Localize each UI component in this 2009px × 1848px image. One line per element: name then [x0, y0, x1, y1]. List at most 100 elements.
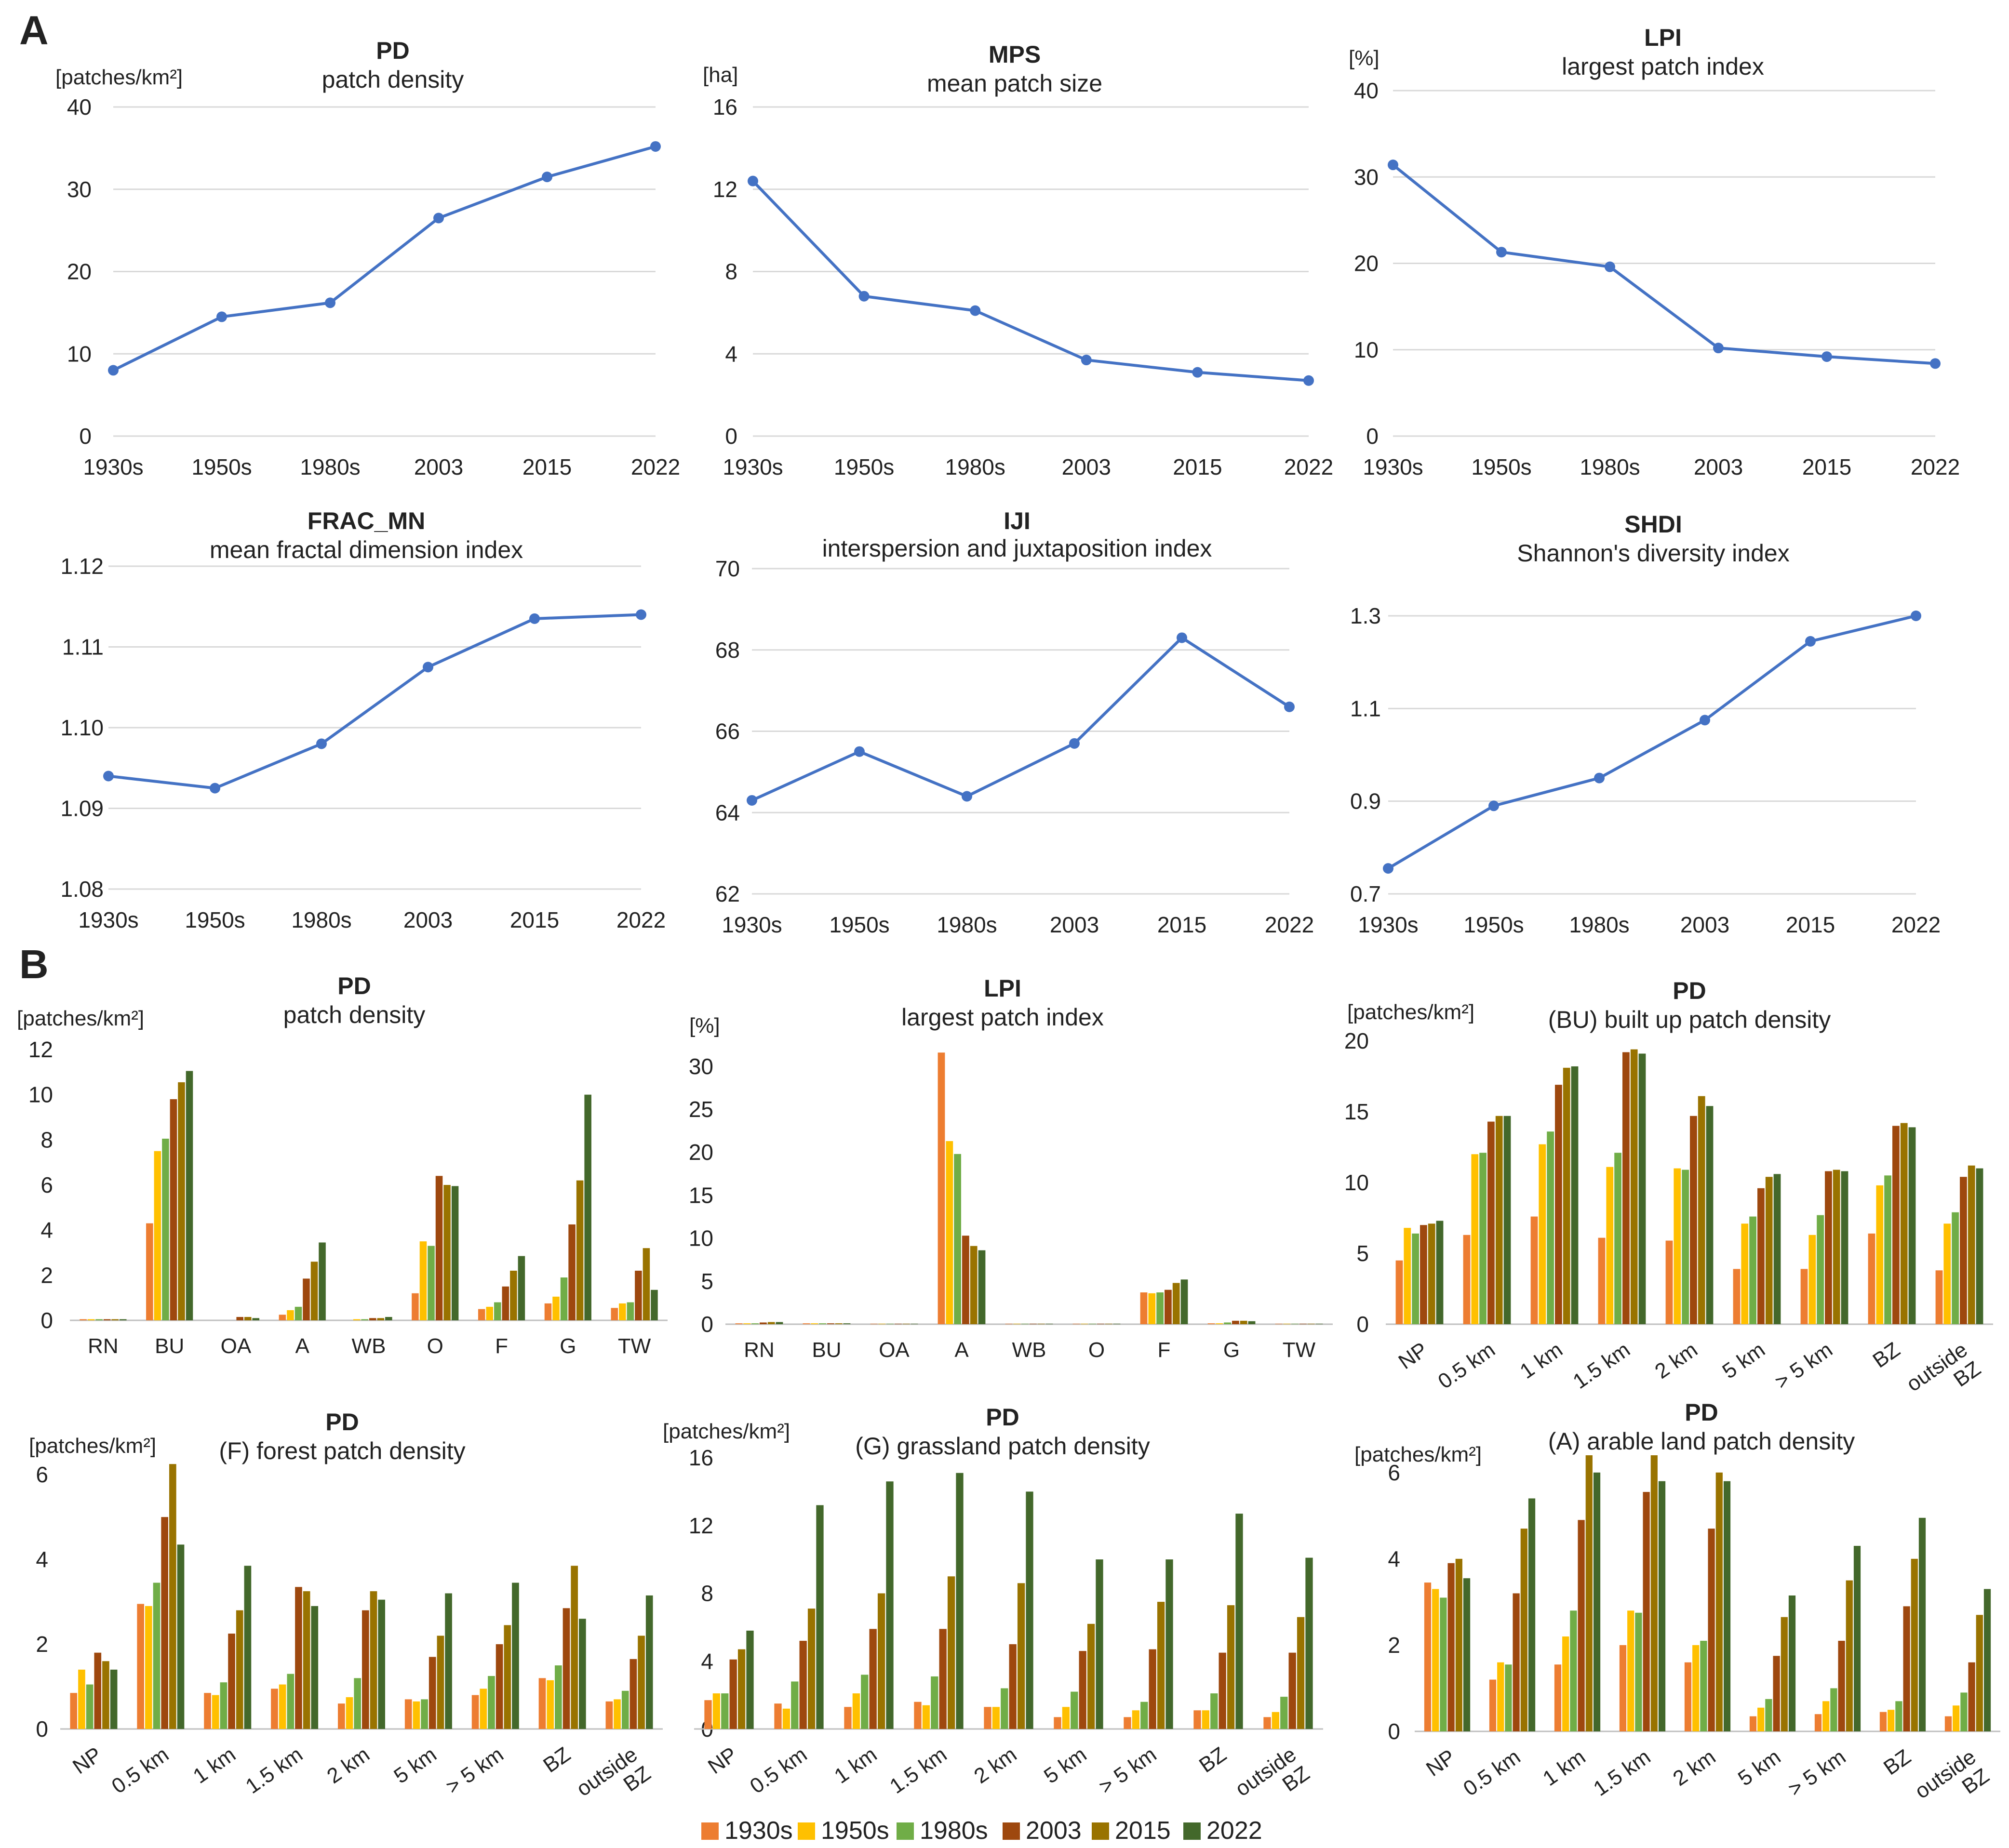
bar [1838, 1640, 1845, 1731]
bar [1227, 1605, 1235, 1729]
bar [279, 1684, 286, 1729]
x-tick-label: 1980s [300, 454, 360, 479]
bar [621, 1690, 629, 1729]
bar [1140, 1702, 1148, 1729]
bar [287, 1310, 294, 1320]
chart-title: PD [986, 1404, 1019, 1431]
bar [1976, 1615, 1983, 1731]
x-tick-label: 1930s [1363, 454, 1423, 479]
y-tick-label: 10 [28, 1082, 53, 1107]
section-label-b: B [19, 942, 49, 987]
x-category-label: G [1223, 1338, 1240, 1362]
x-tick-label: 2003 [1062, 454, 1111, 479]
bar [212, 1695, 219, 1729]
bar [1868, 1233, 1875, 1324]
bar [579, 1619, 586, 1729]
bar [1619, 1645, 1627, 1731]
chart-panel-8: PD(BU) built up patch density [patches/km… [1344, 977, 1993, 1396]
data-point [970, 305, 981, 316]
x-category-label: 1 km [1516, 1338, 1567, 1383]
legend-swatch [798, 1822, 815, 1840]
y-axis-unit-label: [%] [689, 1014, 720, 1037]
bar [1846, 1580, 1853, 1731]
x-category-label: BZ [1869, 1338, 1904, 1372]
bar [627, 1302, 634, 1320]
data-point [1177, 632, 1187, 643]
bar [1539, 1144, 1546, 1324]
x-category-label: O [1088, 1338, 1105, 1362]
bar [1272, 1712, 1280, 1729]
bar [803, 1323, 810, 1324]
bar [1908, 1127, 1916, 1324]
chart-subtitle: (G) grassland patch density [855, 1433, 1150, 1460]
bar [1757, 1707, 1765, 1731]
chart-title: LPI [984, 975, 1021, 1002]
x-category-label: > 5 km [1770, 1338, 1836, 1394]
chart-title: IJI [1004, 507, 1031, 534]
bar [1593, 1472, 1601, 1731]
x-category-label: G [560, 1334, 576, 1358]
bar [1463, 1235, 1471, 1324]
y-tick-label: 20 [689, 1140, 713, 1165]
x-tick-label: 2022 [1284, 454, 1333, 479]
bar [1841, 1171, 1848, 1324]
y-tick-label: 1.08 [60, 877, 104, 902]
data-point [1805, 636, 1816, 647]
data-point [854, 746, 865, 757]
bar [244, 1316, 252, 1320]
y-tick-label: 10 [689, 1226, 713, 1251]
bar [1853, 1546, 1861, 1731]
bar [80, 1319, 87, 1320]
bar [1733, 1269, 1741, 1324]
bar [1578, 1520, 1585, 1731]
x-tick-label: 2003 [414, 454, 463, 479]
bar [1723, 1481, 1731, 1731]
bar [1404, 1228, 1411, 1324]
bar [161, 1517, 168, 1729]
bar [827, 1323, 834, 1324]
bar [87, 1319, 95, 1320]
bar [544, 1303, 552, 1320]
bar [146, 1223, 153, 1320]
bar [807, 1609, 816, 1729]
x-category-label: 0.5 km [1459, 1745, 1525, 1801]
y-tick-label: 12 [713, 177, 737, 202]
bar [119, 1319, 127, 1320]
bar [504, 1625, 511, 1729]
y-axis-unit-label: [patches/km²] [663, 1420, 790, 1443]
bar [1001, 1688, 1008, 1729]
y-tick-label: 40 [1354, 78, 1379, 103]
y-tick-label: 6 [36, 1462, 48, 1487]
bar [1935, 1270, 1943, 1324]
y-tick-label: 64 [715, 800, 740, 825]
chart-subtitle: largest patch index [901, 1004, 1104, 1031]
bar [1071, 1691, 1078, 1729]
data-point [962, 791, 972, 802]
bar [236, 1610, 243, 1729]
y-tick-label: 1.09 [60, 796, 104, 821]
bar [1814, 1714, 1822, 1731]
x-tick-label: 1980s [291, 907, 351, 932]
series-line [1387, 614, 1916, 870]
bar [1614, 1153, 1621, 1324]
x-category-label: RN [88, 1334, 119, 1358]
y-tick-label: 6 [40, 1172, 53, 1197]
chart-title: PD [1685, 1399, 1718, 1426]
x-tick-label: 2022 [1891, 912, 1941, 937]
legend-swatch [701, 1822, 719, 1840]
bar [1682, 1170, 1689, 1324]
y-axis-unit-label: [patches/km²] [1347, 1000, 1474, 1024]
y-tick-label: 2 [40, 1263, 53, 1288]
y-tick-label: 1.1 [1350, 696, 1381, 721]
bar [1606, 1167, 1614, 1324]
bar [102, 1661, 109, 1729]
data-point [1284, 701, 1295, 712]
bar [378, 1599, 385, 1729]
bar [619, 1303, 626, 1320]
chart-title: SHDI [1624, 511, 1682, 538]
bar [1900, 1123, 1908, 1324]
bar [445, 1593, 452, 1729]
x-category-label: WB [1012, 1338, 1046, 1362]
bar [1193, 1710, 1201, 1729]
